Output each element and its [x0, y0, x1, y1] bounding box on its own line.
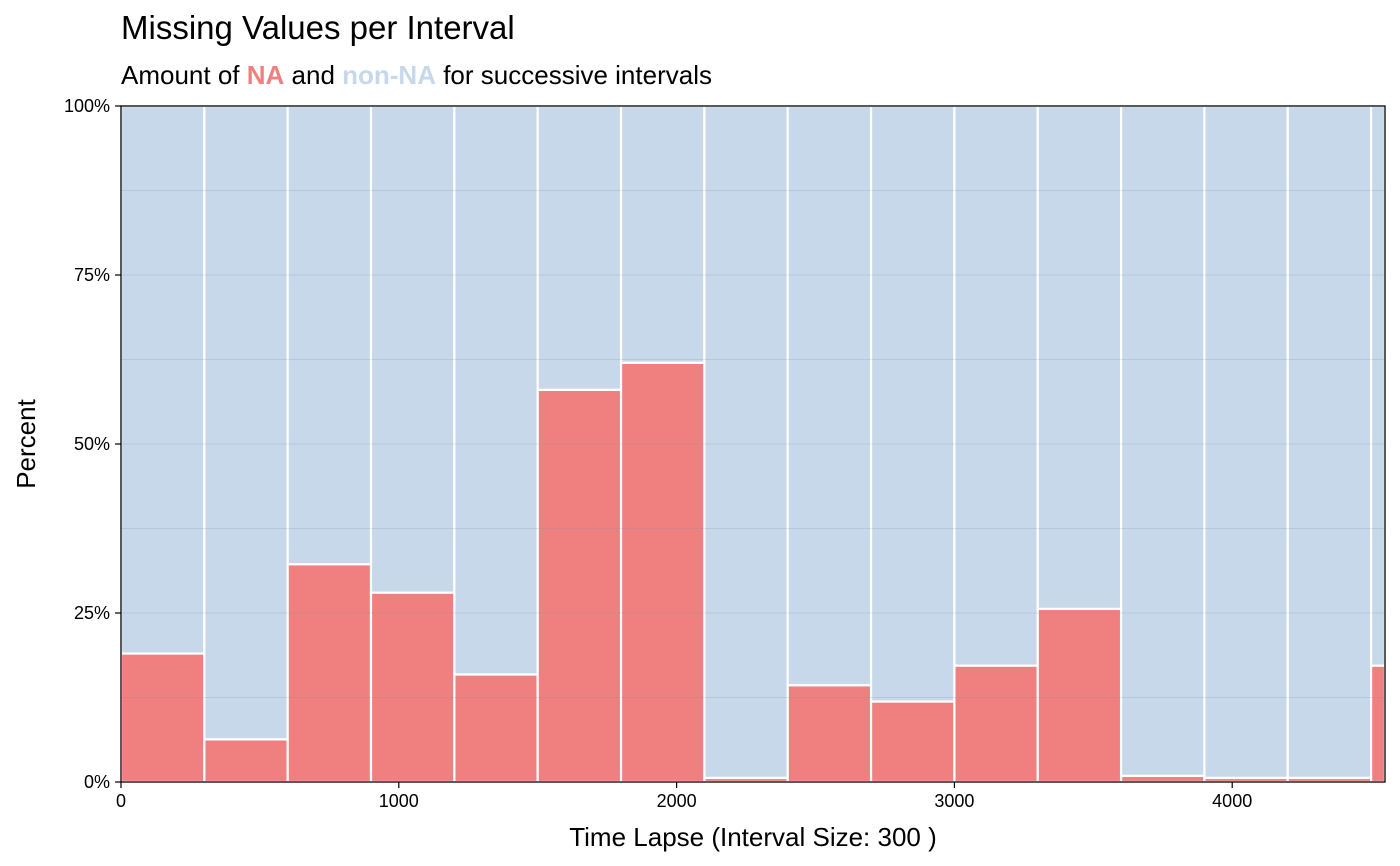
na-bar-15 — [1370, 664, 1387, 784]
x-tick-label: 3000 — [934, 791, 974, 811]
nonna-bar-13 — [1203, 104, 1289, 780]
na-bar-5 — [536, 388, 623, 784]
subtitle-nonna-label: non-NA — [342, 60, 436, 90]
na-bar-12 — [1119, 774, 1206, 784]
nonna-bar-14 — [1286, 104, 1373, 780]
y-tick-label: 75% — [74, 265, 110, 285]
na-bar-4 — [453, 673, 539, 784]
na-bar-2 — [286, 563, 373, 784]
y-axis: 0% 25% 50% 75% 100% — [64, 96, 121, 792]
bars-layer — [119, 104, 1387, 784]
na-bar-10 — [953, 664, 1039, 784]
x-axis-title: Time Lapse (Interval Size: 300 ) — [569, 822, 937, 852]
na-bar-6 — [619, 361, 706, 784]
y-tick-label: 50% — [74, 434, 110, 454]
y-axis-title: Percent — [11, 398, 41, 488]
x-tick-label: 1000 — [379, 791, 419, 811]
na-bar-1 — [203, 738, 289, 784]
nonna-bar-5 — [536, 104, 623, 392]
y-tick-label: 0% — [84, 772, 110, 792]
nonna-bar-8 — [786, 104, 873, 687]
x-tick-label: 0 — [116, 791, 126, 811]
subtitle-suffix: for successive intervals — [435, 60, 712, 90]
na-bar-3 — [369, 591, 456, 784]
na-bar-8 — [786, 684, 873, 784]
nonna-bar-1 — [203, 104, 289, 741]
y-tick-label: 100% — [64, 96, 110, 116]
nonna-bar-4 — [453, 104, 539, 676]
nonna-bar-11 — [1036, 104, 1123, 611]
subtitle-na-label: NA — [246, 60, 285, 90]
x-tick-label: 2000 — [657, 791, 697, 811]
nonna-bar-6 — [619, 104, 706, 364]
chart-subtitle: Amount of NA and non-NA for successive i… — [121, 58, 712, 92]
nonna-bar-0 — [119, 104, 206, 655]
x-tick-label: 4000 — [1212, 791, 1252, 811]
na-bar-0 — [119, 652, 206, 784]
nonna-bar-3 — [369, 104, 456, 594]
nonna-bar-10 — [953, 104, 1039, 667]
nonna-bar-7 — [703, 104, 789, 780]
x-axis: 0 1000 2000 3000 4000 — [116, 782, 1252, 811]
nonna-bar-9 — [869, 104, 956, 703]
nonna-bar-12 — [1119, 104, 1206, 778]
grid-layer — [121, 190, 1385, 698]
subtitle-middle: and — [284, 60, 343, 90]
na-bar-9 — [869, 700, 956, 784]
chart-title: Missing Values per Interval — [121, 9, 515, 46]
subtitle-prefix: Amount of — [121, 60, 247, 90]
nonna-bar-2 — [286, 104, 373, 566]
y-tick-label: 25% — [74, 603, 110, 623]
na-bar-11 — [1036, 607, 1123, 784]
nonna-bar-15 — [1370, 104, 1387, 667]
